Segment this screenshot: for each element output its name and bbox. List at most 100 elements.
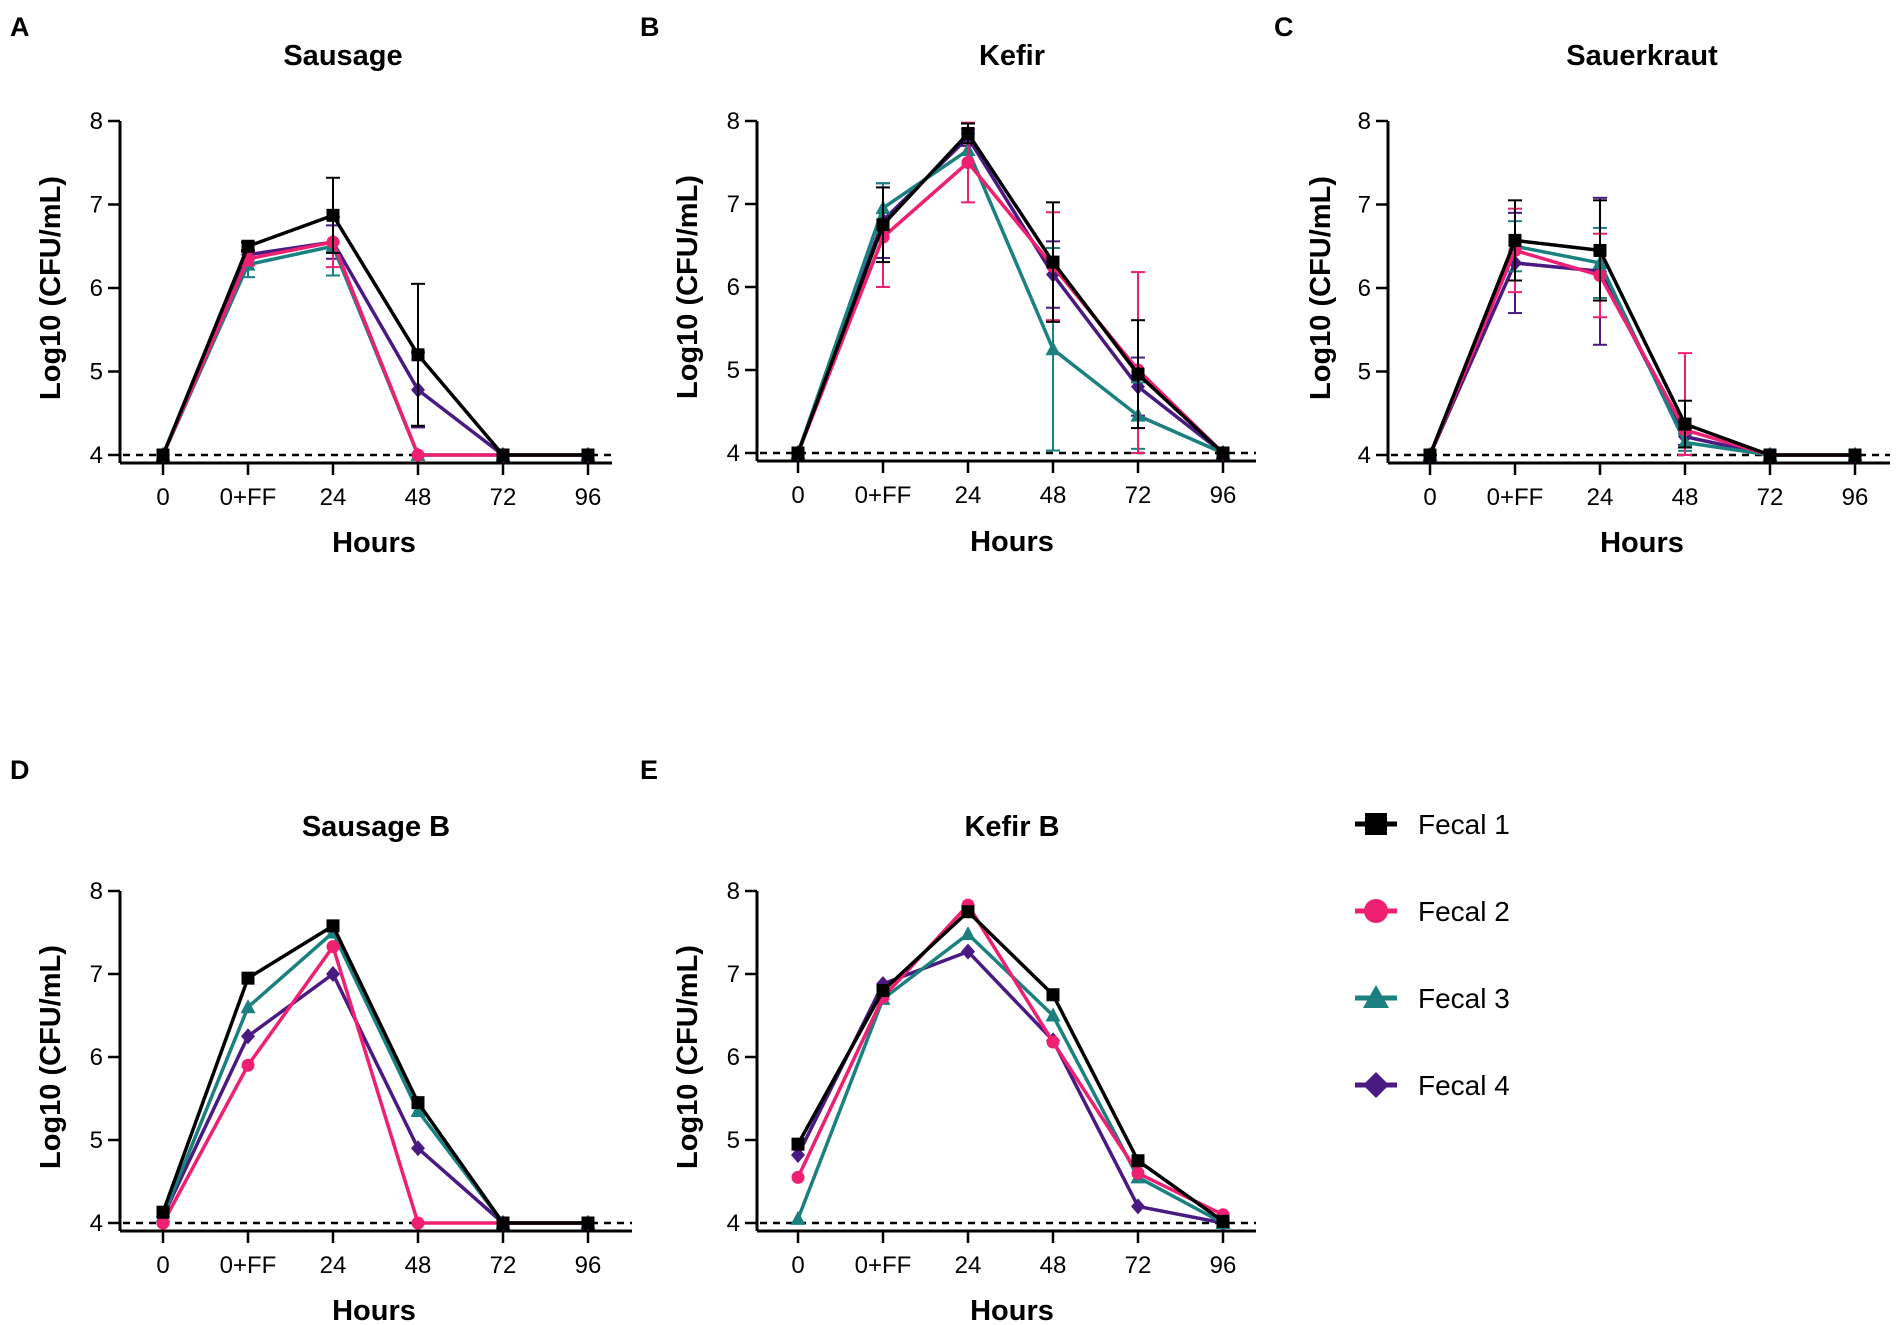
data-point <box>961 126 975 140</box>
x-tick-label: 0+FF <box>855 1252 912 1279</box>
x-tick-label: 24 <box>320 1252 347 1279</box>
data-point <box>411 1096 425 1110</box>
data-point <box>326 208 340 222</box>
y-tick-label: 6 <box>727 274 740 301</box>
chart-panel-b: B Kefir 4 5 6 7 8 0 0+FF 24 48 72 96 Hours Log10 (CFU/… <box>640 12 1256 558</box>
chart-title: Sausage B <box>302 811 450 843</box>
data-point <box>1593 243 1607 257</box>
y-tick-label: 4 <box>1358 442 1371 469</box>
legend-marker <box>1363 1072 1389 1098</box>
x-tick-label: 0+FF <box>855 482 912 509</box>
y-tick-label: 8 <box>1358 108 1371 135</box>
y-tick-label: 5 <box>1358 359 1371 386</box>
y-tick-label: 7 <box>1358 192 1371 219</box>
series-line <box>796 148 1224 455</box>
series-fecal-1 <box>1423 199 1862 462</box>
data-point <box>961 905 975 919</box>
data-point <box>326 919 340 933</box>
data-point <box>790 1210 806 1225</box>
data-point <box>411 448 425 462</box>
x-tick-label: 24 <box>320 484 347 511</box>
y-tick-label: 7 <box>727 191 740 218</box>
y-tick-label: 7 <box>727 961 740 988</box>
y-axis-label: Log10 (CFU/mL) <box>35 176 67 400</box>
data-point <box>241 971 255 985</box>
data-point <box>156 1216 170 1230</box>
chart-panel-c: C Sauerkraut 4 5 6 7 8 0 0+FF 24 48 72 96 Hours Log10 … <box>1274 12 1890 559</box>
data-point <box>1216 446 1230 460</box>
data-point <box>1216 1214 1230 1228</box>
legend-label: Fecal 4 <box>1418 1070 1510 1101</box>
series-fecal-2 <box>156 216 595 462</box>
y-axis-label: Log10 (CFU/mL) <box>1305 176 1337 400</box>
x-tick-label: 72 <box>1125 482 1152 509</box>
y-tick-label: 6 <box>90 275 103 302</box>
data-point <box>410 1102 426 1117</box>
legend-marker <box>1363 985 1389 1008</box>
legend-label: Fecal 3 <box>1418 983 1510 1014</box>
x-tick-label: 72 <box>1757 484 1784 511</box>
panel-letter: A <box>10 12 30 42</box>
data-point <box>1046 988 1060 1002</box>
data-point <box>581 448 595 462</box>
legend-item: Fecal 2 <box>1355 896 1510 927</box>
data-point <box>581 1216 595 1230</box>
series-line <box>796 131 1225 455</box>
data-point <box>1046 255 1060 269</box>
data-point <box>496 448 510 462</box>
y-tick-label: 6 <box>1358 275 1371 302</box>
series-line <box>161 213 588 457</box>
x-tick-label: 48 <box>405 484 432 511</box>
data-point <box>326 966 340 982</box>
data-point <box>156 448 170 462</box>
y-tick-label: 7 <box>90 192 103 219</box>
data-point <box>961 156 975 169</box>
data-point <box>1046 1035 1060 1049</box>
series-fecal-4 <box>1423 196 1862 463</box>
chart-panel-d: D Sausage B 4 5 6 7 8 0 0+FF 24 48 72 96 Hours Log10 (… <box>10 755 632 1325</box>
data-point <box>241 1028 255 1045</box>
x-tick-label: 0 <box>791 1252 804 1279</box>
chart-title: Sausage <box>283 40 402 72</box>
chart-title: Sauerkraut <box>1566 40 1718 72</box>
data-point <box>156 1205 170 1219</box>
x-tick-label: 0 <box>1423 484 1436 511</box>
panel-letter: E <box>640 755 658 785</box>
y-tick-label: 8 <box>90 878 103 905</box>
data-point <box>876 218 890 232</box>
x-tick-label: 48 <box>1040 1252 1067 1279</box>
x-tick-label: 24 <box>955 1252 982 1279</box>
data-point <box>1045 341 1061 356</box>
x-tick-label: 0 <box>791 482 804 509</box>
series-fecal-3 <box>155 216 596 461</box>
legend-item: Fecal 3 <box>1355 983 1510 1014</box>
x-tick-label: 24 <box>1587 484 1614 511</box>
series-fecal-2 <box>791 898 1230 1222</box>
chart-title: Kefir <box>979 40 1045 72</box>
data-point <box>1045 1007 1061 1022</box>
data-point <box>1131 1166 1145 1180</box>
x-tick-label: 24 <box>955 482 982 509</box>
data-point <box>1131 1154 1145 1168</box>
data-point <box>960 926 976 941</box>
x-axis-label: Hours <box>332 1295 416 1325</box>
x-tick-label: 0 <box>156 1252 169 1279</box>
y-tick-label: 4 <box>727 440 740 467</box>
y-axis-label: Log10 (CFU/mL) <box>672 945 704 1169</box>
data-point <box>326 940 340 954</box>
x-tick-label: 48 <box>1040 482 1067 509</box>
y-tick-label: 4 <box>90 442 103 469</box>
x-tick-label: 0+FF <box>220 1252 277 1279</box>
series-fecal-1 <box>156 919 595 1230</box>
x-axis-label: Hours <box>970 1295 1054 1325</box>
x-axis-label: Hours <box>332 527 416 559</box>
y-tick-label: 7 <box>90 961 103 988</box>
series-line <box>796 903 1224 1217</box>
data-point <box>791 1146 805 1163</box>
series-fecal-1 <box>156 176 595 462</box>
series-fecal-3 <box>155 924 596 1229</box>
x-axis-label: Hours <box>1600 527 1684 559</box>
data-point <box>791 1170 805 1184</box>
chart-panel-a: A Sausage 4 5 6 7 8 0 0+FF 24 48 72 96 Hours Log10 (CF… <box>10 12 612 559</box>
